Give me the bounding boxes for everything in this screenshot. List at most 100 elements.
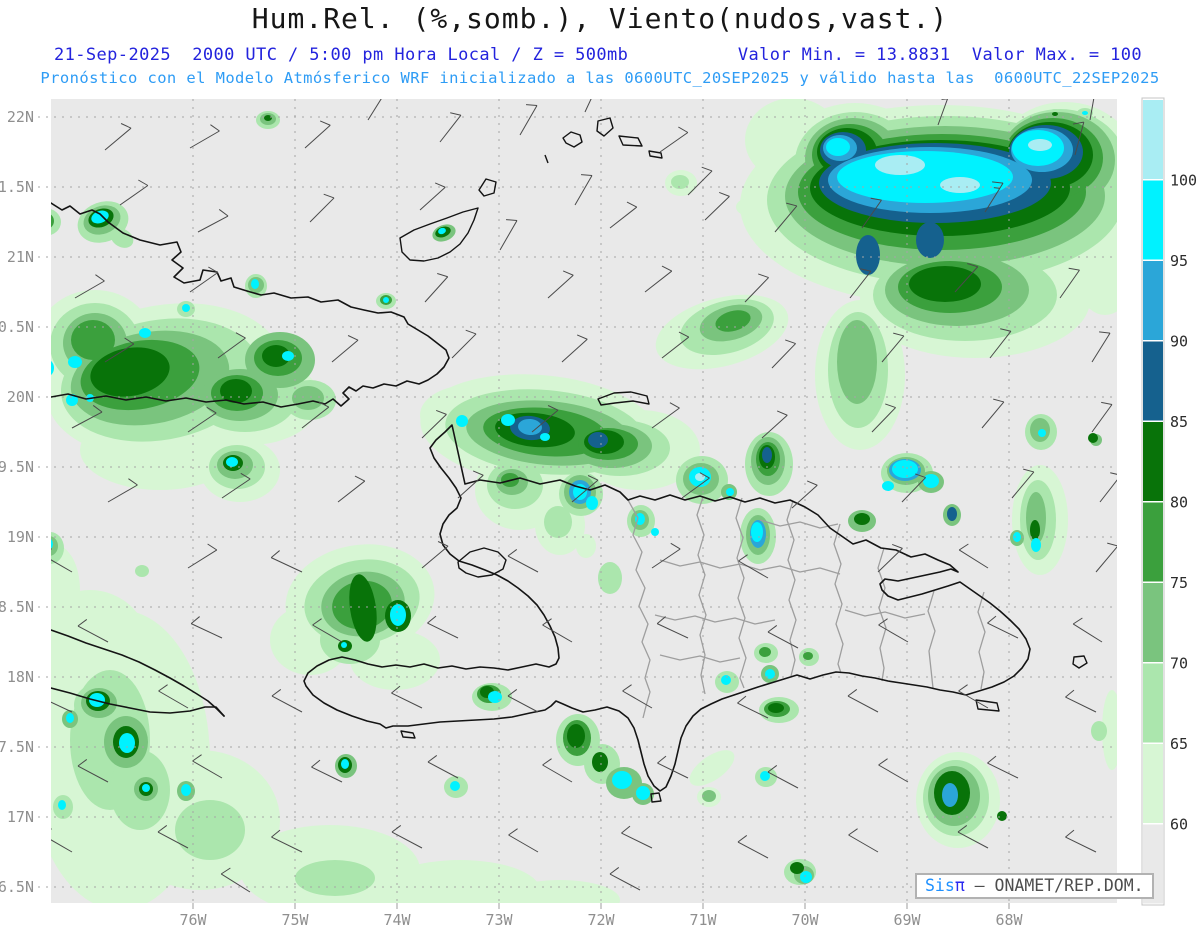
humidity-blob-g3 — [702, 790, 716, 802]
humidity-blob-c1 — [68, 356, 82, 368]
wind-barb — [104, 123, 132, 151]
wind-barb — [881, 332, 905, 363]
humidity-blob-c2 — [1028, 139, 1052, 151]
humidity-blob-c1 — [182, 304, 190, 312]
humidity-blob-c1 — [882, 481, 894, 491]
humidity-blob-c1 — [91, 210, 109, 224]
wind-barb — [77, 759, 109, 783]
wind-barb — [421, 409, 447, 439]
wind-barb — [737, 695, 769, 719]
colorbar-segment — [1143, 261, 1163, 340]
humidity-blob-g2 — [295, 860, 375, 896]
island-caicos-1 — [562, 131, 583, 148]
wind-barb — [878, 758, 909, 783]
humidity-blob-c1 — [341, 642, 347, 648]
humidity-blob-b1 — [588, 432, 608, 448]
humidity-blob-c1 — [751, 522, 763, 542]
wind-barb — [221, 472, 251, 499]
province-border — [844, 609, 926, 619]
wind-barb — [1059, 267, 1080, 299]
wind-barb — [107, 478, 138, 503]
wind-barb — [609, 201, 638, 229]
humidity-blob-c1 — [760, 771, 770, 781]
humidity-blob-g1 — [51, 545, 80, 635]
humidity-blob-g2 — [671, 175, 689, 189]
wind-barb — [657, 755, 689, 779]
humidity-blob-g5 — [1052, 112, 1058, 116]
province-border — [833, 523, 844, 674]
wind-barb — [1072, 121, 1085, 156]
colorbar-label: 85 — [1170, 413, 1188, 431]
lon-axis-label: 76W — [179, 911, 207, 927]
colorbar-label: 100 — [1170, 172, 1197, 190]
humidity-blob-c1 — [390, 604, 406, 626]
wind-barb — [681, 472, 710, 499]
wind-barb — [312, 618, 343, 643]
lat-axis-label: 8.5N — [0, 598, 34, 616]
humidity-blob-c1 — [66, 713, 74, 723]
lon-axis-label: 68W — [995, 911, 1023, 927]
wind-barb — [774, 202, 798, 233]
wind-barb — [987, 615, 1019, 639]
wind-barb — [519, 104, 538, 136]
humidity-blob-g4 — [803, 652, 813, 660]
wind-barb — [499, 219, 518, 251]
humidity-blob-g1 — [736, 199, 756, 215]
humidity-blob-c1 — [800, 871, 812, 883]
humidity-blob-b1 — [856, 235, 880, 275]
lon-axis-label: 75W — [281, 911, 309, 927]
colorbar-segment — [1143, 180, 1163, 260]
wind-barb — [744, 273, 769, 303]
island-great-inagua — [399, 207, 479, 262]
colorbar-segment — [1143, 663, 1163, 743]
island-saona — [975, 699, 1000, 712]
colorbar-segment — [1143, 744, 1163, 823]
wind-barb — [119, 179, 149, 206]
colorbar-label: 90 — [1170, 333, 1188, 351]
colorbar: 100 95 90 85 80 75 70 65 60 — [1141, 97, 1197, 906]
wind-barb — [331, 335, 359, 363]
wind-barb — [981, 398, 1005, 429]
wind-barb — [877, 543, 903, 573]
humidity-blob-g5 — [1030, 520, 1040, 540]
humidity-blob-c1 — [651, 528, 659, 536]
wind-barb — [609, 867, 641, 891]
humidity-blob-c1 — [1031, 538, 1041, 552]
lon-axis-label: 71W — [689, 911, 717, 927]
humidity-blob-g3 — [292, 386, 324, 410]
wind-barb — [508, 828, 539, 853]
humidity-blob-c1 — [488, 691, 502, 703]
lat-axis-label: 19N — [7, 528, 34, 546]
humidity-blob-g5 — [264, 115, 272, 121]
humidity-blob-b2 — [942, 783, 958, 807]
island-mona — [1072, 655, 1088, 669]
lon-axis-label: 69W — [893, 911, 921, 927]
wind-barb — [621, 825, 653, 849]
wind-barb — [767, 625, 799, 649]
province-border — [659, 654, 741, 663]
province-border — [977, 591, 986, 690]
humidity-blob-c2 — [875, 155, 925, 175]
geography-layer — [51, 117, 1088, 803]
wind-barb — [861, 197, 882, 229]
wind-barb — [737, 835, 769, 859]
humidity-blob-g5 — [592, 752, 608, 772]
humidity-blob-c1 — [586, 496, 598, 510]
humidity-blob-c1 — [139, 328, 151, 338]
wind-barb — [542, 618, 573, 643]
pi-logo-glyph: π — [954, 876, 965, 895]
humidity-blob-c1 — [456, 415, 468, 427]
humidity-blob-c1 — [636, 786, 650, 800]
humidity-blob-g5 — [262, 345, 290, 367]
wind-barb — [391, 685, 423, 709]
coastline-hispaniola — [303, 424, 1031, 792]
wind-barb — [311, 759, 343, 783]
island-tortuga — [597, 391, 650, 406]
humidity-blob-g5 — [90, 347, 170, 397]
humidity-blob-g4 — [759, 647, 771, 657]
humidity-blob-g2 — [135, 565, 149, 577]
lat-axis-label: 17N — [7, 808, 34, 826]
island-little-inagua — [478, 178, 497, 197]
lat-axis-label: 18N — [7, 668, 34, 686]
